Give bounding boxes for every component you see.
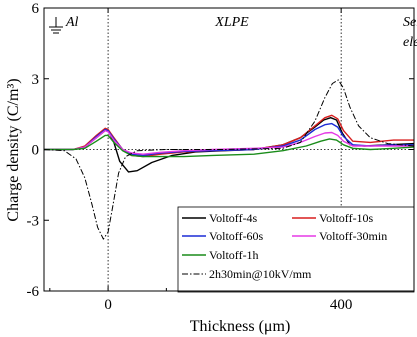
series-line-5	[44, 79, 414, 240]
x-axis-label: Thickness (μm)	[190, 318, 291, 335]
region-label-xlpe: XLPE	[214, 15, 249, 30]
y-tick-label: 6	[32, 1, 40, 17]
legend-label: Voltoff-1h	[209, 248, 259, 262]
legend-label: Voltoff-10s	[319, 211, 374, 225]
y-tick-label: 0	[32, 143, 40, 159]
series-layer	[44, 79, 414, 240]
y-tick-label: 3	[32, 72, 40, 88]
y-tick-label: -6	[27, 284, 40, 300]
x-tick-label: 400	[330, 297, 353, 313]
series-line-2	[44, 122, 414, 157]
legend-label: Voltoff-30min	[319, 229, 387, 243]
legend: Voltoff-4s Voltoff-10s Voltoff-60s Voltoff-…	[177, 206, 415, 293]
legend-label: Voltoff-60s	[209, 229, 264, 243]
series-line-4	[44, 134, 414, 158]
y-axis-label: Charge density (C/m³)	[5, 78, 22, 221]
y-tick-label: -3	[27, 213, 40, 229]
ground-icon	[49, 17, 63, 34]
region-label-semicond: Semicond.	[403, 15, 417, 30]
legend-box	[177, 206, 415, 293]
region-label-al: Al	[65, 15, 79, 30]
x-tick-label: 0	[104, 297, 112, 313]
plot-frame	[43, 7, 415, 292]
legend-label: 2h30min@10kV/mm	[209, 267, 312, 281]
series-line-3	[44, 129, 414, 155]
region-label-electrode: electrode	[403, 35, 417, 50]
legend-label: Voltoff-4s	[209, 211, 258, 225]
